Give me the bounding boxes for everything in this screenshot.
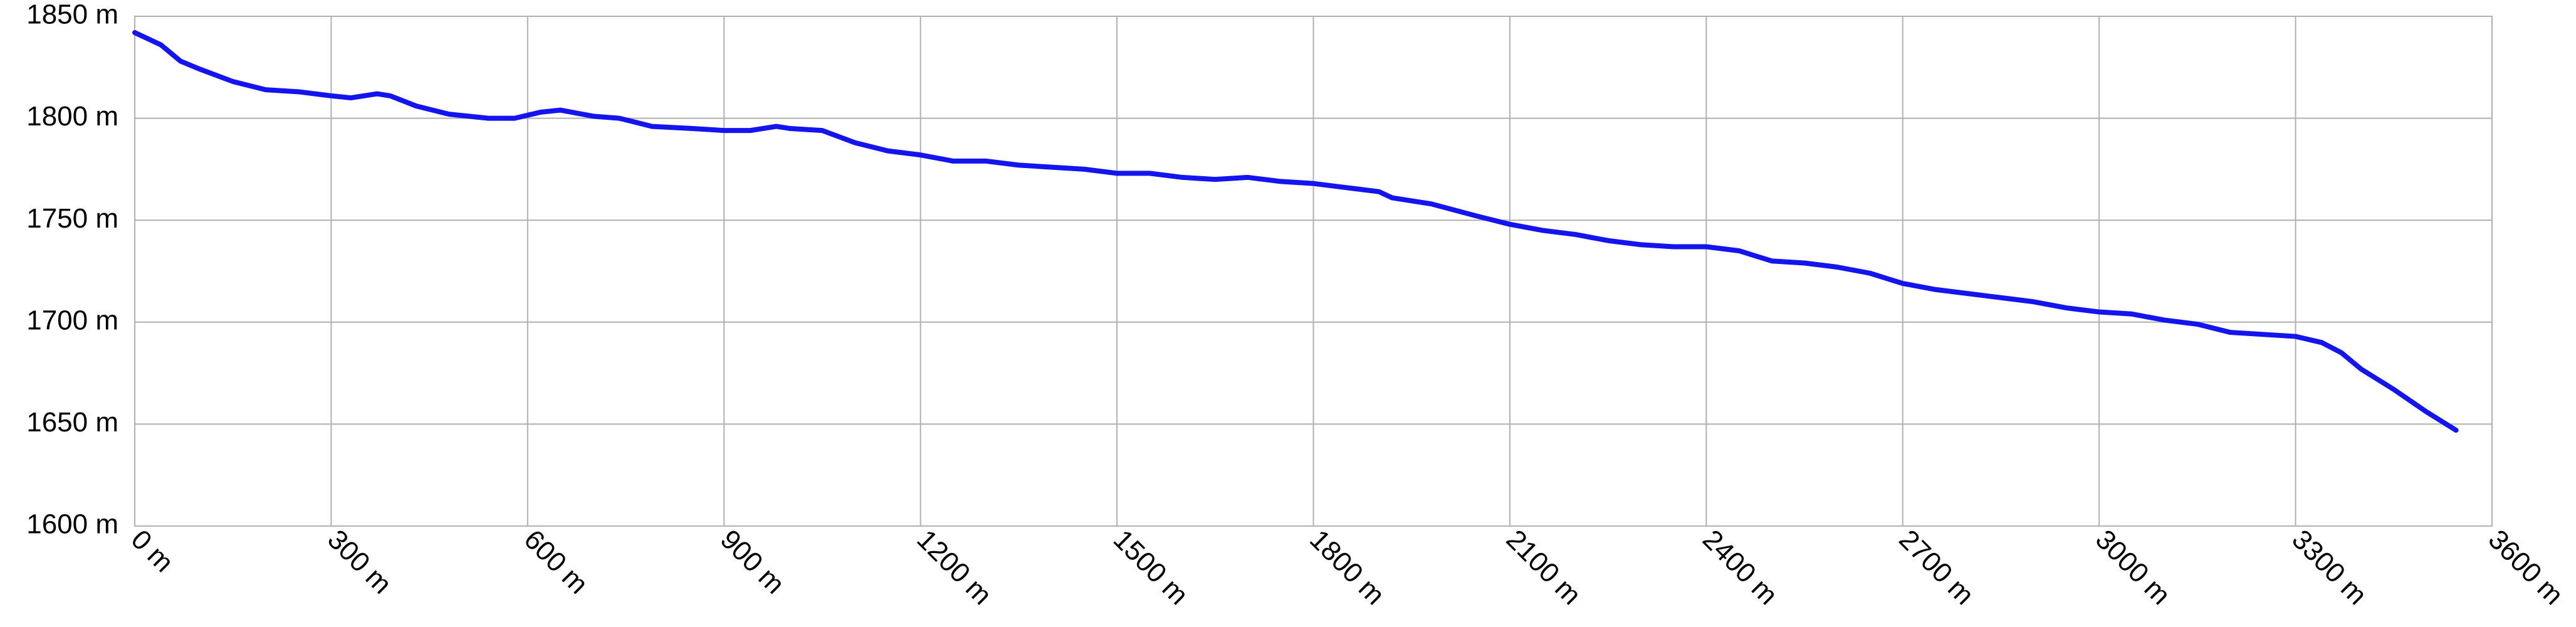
x-tick-label: 3600 m bbox=[2483, 524, 2569, 611]
x-tick-label: 3000 m bbox=[2090, 524, 2176, 611]
y-tick-label: 1700 m bbox=[26, 305, 118, 335]
x-tick-label: 2100 m bbox=[1500, 524, 1587, 611]
x-tick-label: 2400 m bbox=[1697, 524, 1783, 611]
x-tick-label: 300 m bbox=[322, 524, 397, 600]
y-tick-label: 1750 m bbox=[26, 203, 118, 234]
x-tick-label: 0 m bbox=[125, 524, 180, 579]
y-tick-label: 1650 m bbox=[26, 407, 118, 438]
x-tick-label: 900 m bbox=[715, 524, 790, 600]
x-tick-label: 1500 m bbox=[1107, 524, 1194, 611]
x-tick-label: 1200 m bbox=[911, 524, 997, 611]
y-tick-label: 1850 m bbox=[26, 0, 118, 30]
elevation-line bbox=[132, 30, 2459, 433]
y-tick-label: 1800 m bbox=[26, 101, 118, 132]
x-tick-label: 3300 m bbox=[2286, 524, 2372, 611]
x-tick-label: 2700 m bbox=[1893, 524, 1979, 611]
x-tick-label: 1800 m bbox=[1304, 524, 1390, 611]
x-tick-label: 600 m bbox=[518, 524, 594, 600]
y-tick-label: 1600 m bbox=[26, 509, 118, 540]
